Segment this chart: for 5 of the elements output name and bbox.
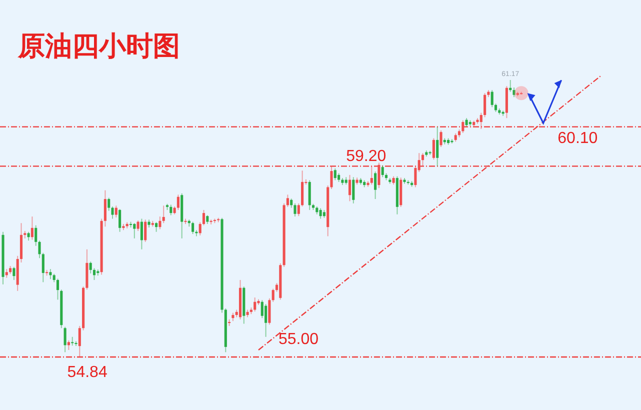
ref-line-label: 60.10: [558, 130, 598, 147]
chart-title: 原油四小时图: [17, 31, 180, 62]
ref-line-label: 59.20: [346, 148, 386, 166]
ref-line-label: 54.84: [67, 364, 108, 381]
annotation: 55.00: [278, 331, 319, 348]
